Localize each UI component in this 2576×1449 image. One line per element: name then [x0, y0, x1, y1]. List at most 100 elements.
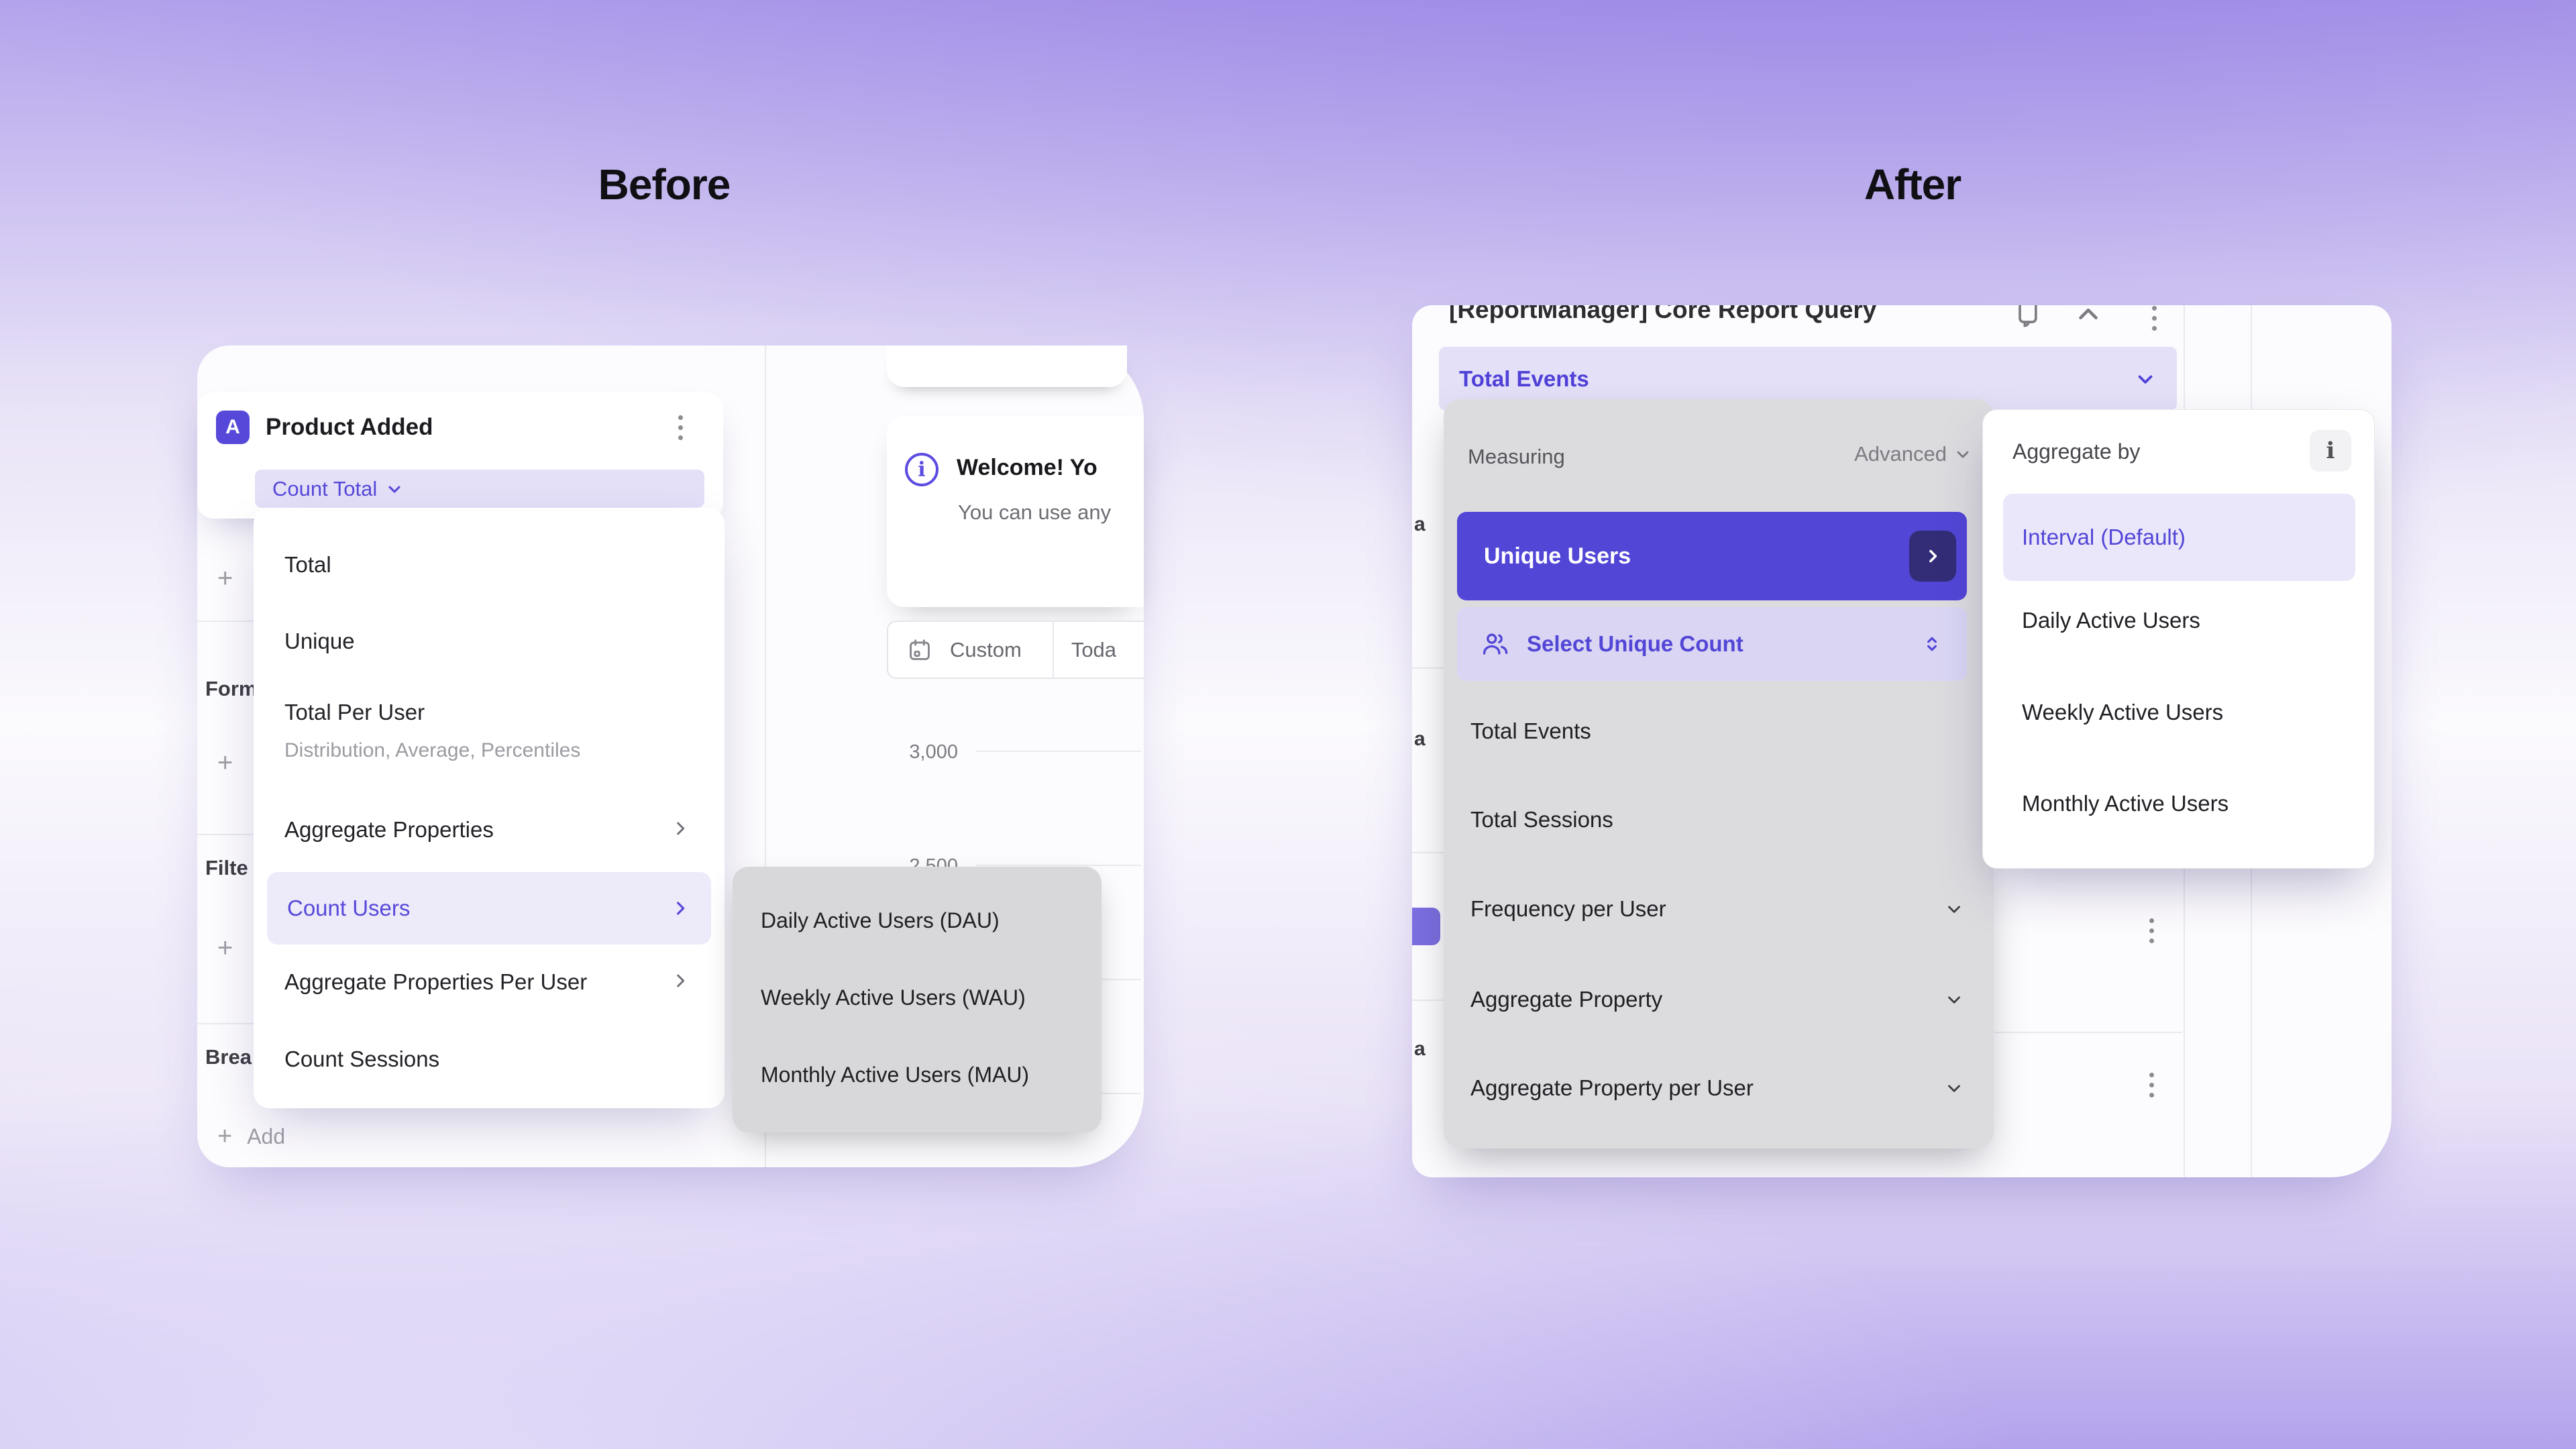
- submenu-item-mau[interactable]: Monthly Active Users (MAU): [761, 1063, 1030, 1087]
- builder-chart-divider: [765, 345, 766, 1167]
- menu-item-aggregate-properties-per-user[interactable]: Aggregate Properties Per User: [284, 969, 588, 994]
- section-divider: [197, 1023, 254, 1024]
- menu-item-label: Aggregate Property per User: [1470, 1075, 1754, 1100]
- metric-select-value: Total Events: [1459, 366, 1589, 391]
- section-divider: [197, 621, 254, 622]
- count-users-submenu: Daily Active Users (DAU) Weekly Active U…: [733, 867, 1102, 1132]
- menu-item-label: Frequency per User: [1470, 896, 1666, 921]
- welcome-subtitle: You can use any: [958, 500, 1112, 524]
- aggregate-option-interval[interactable]: Interval (Default): [2003, 494, 2355, 581]
- menu-item-count-users[interactable]: Count Users: [267, 872, 711, 945]
- row-divider: [1412, 667, 1444, 669]
- event-name: Product Added: [266, 414, 433, 440]
- measuring-item-total-events[interactable]: Total Events: [1470, 709, 1967, 753]
- event-letter-badge: A: [216, 411, 250, 444]
- row-divider: [1994, 1032, 2182, 1033]
- menu-item-count-users-label: Count Users: [287, 896, 411, 920]
- aggregate-option-dau[interactable]: Daily Active Users: [2022, 608, 2200, 633]
- metric-chip[interactable]: Count Total: [255, 470, 704, 508]
- section-divider: [197, 834, 254, 835]
- aggregate-option-wau[interactable]: Weekly Active Users: [2022, 700, 2224, 724]
- aggregate-option-mau[interactable]: Monthly Active Users: [2022, 791, 2229, 816]
- row-divider: [1412, 852, 1444, 853]
- event-kebab-menu-icon[interactable]: [667, 409, 694, 446]
- menu-item-count-sessions[interactable]: Count Sessions: [284, 1046, 440, 1071]
- date-today-option[interactable]: Toda: [1071, 637, 1117, 661]
- row-kebab-menu-icon[interactable]: [2138, 1065, 2165, 1105]
- collapse-chevron-up-icon[interactable]: [2073, 305, 2104, 329]
- selected-item-label: Unique Users: [1484, 543, 1631, 569]
- chevron-down-icon: [1944, 1078, 1964, 1098]
- chevron-right-icon: [669, 898, 691, 919]
- unique-count-label: Select Unique Count: [1527, 631, 1743, 656]
- measuring-item-total-sessions[interactable]: Total Sessions: [1470, 798, 1967, 842]
- measuring-item-aggregate-property[interactable]: Aggregate Property: [1470, 977, 1964, 1022]
- date-bar-divider: [1052, 622, 1054, 678]
- gridline: [976, 865, 1141, 866]
- people-icon: [1481, 630, 1509, 658]
- sidebar-section-breakdowns: Brea: [205, 1045, 252, 1069]
- add-filter-plus-icon[interactable]: +: [217, 933, 233, 963]
- chevron-right-icon: [669, 970, 691, 991]
- info-icon[interactable]: i: [2310, 430, 2351, 472]
- date-custom-option[interactable]: Custom: [950, 637, 1022, 661]
- menu-item-total[interactable]: Total: [284, 552, 331, 577]
- clipped-purple-button: [1412, 908, 1440, 945]
- y-axis-tick: 3,000: [909, 741, 958, 763]
- chevron-right-icon[interactable]: [1909, 531, 1956, 582]
- measuring-item-aggregate-property-per-user[interactable]: Aggregate Property per User: [1470, 1066, 1964, 1110]
- menu-item-unique[interactable]: Unique: [284, 629, 355, 653]
- chevron-down-icon: [1944, 899, 1964, 919]
- info-circle-icon: i: [905, 453, 938, 486]
- chevron-down-icon: [385, 480, 404, 498]
- sort-chevrons-icon: [1921, 633, 1943, 655]
- aggregate-by-panel: Aggregate by i Interval (Default) Daily …: [1982, 409, 2375, 869]
- event-row-letter: a: [1414, 1038, 1426, 1060]
- welcome-title: Welcome! Yo: [957, 455, 1097, 480]
- menu-item-label: Total Events: [1470, 718, 1591, 743]
- row-divider: [1412, 1000, 1444, 1001]
- measuring-mode-select[interactable]: Advanced: [1854, 442, 1972, 466]
- submenu-item-dau[interactable]: Daily Active Users (DAU): [761, 908, 1000, 932]
- after-app-screenshot: [ReportManager] Core Report Query Total …: [1412, 305, 2392, 1177]
- event-row-letter: a: [1414, 728, 1426, 750]
- measuring-item-frequency-per-user[interactable]: Frequency per User: [1470, 887, 1964, 931]
- metric-chip-label: Count Total: [272, 476, 378, 500]
- event-row-letter: a: [1414, 513, 1426, 535]
- query-title: [ReportManager] Core Report Query: [1449, 305, 1877, 323]
- measuring-panel: Measuring Advanced Unique Users Select U…: [1444, 399, 1994, 1148]
- gridline: [976, 751, 1141, 752]
- clipped-card-edge: [887, 345, 1127, 387]
- add-label: Add: [247, 1124, 286, 1148]
- chevron-down-icon: [1953, 445, 1972, 464]
- add-formula-plus-icon[interactable]: +: [217, 748, 233, 777]
- copy-icon[interactable]: [2012, 305, 2042, 332]
- event-card: A Product Added Count Total: [197, 392, 723, 519]
- date-range-bar[interactable]: Custom Toda: [887, 621, 1144, 679]
- query-kebab-menu-icon[interactable]: [2141, 305, 2167, 340]
- chevron-down-icon: [2134, 368, 2157, 390]
- sidebar-section-filters: Filte: [205, 856, 248, 879]
- before-heading: Before: [598, 160, 731, 209]
- menu-item-aggregate-properties[interactable]: Aggregate Properties: [284, 817, 494, 842]
- add-breakdown-button[interactable]: + Add: [217, 1122, 285, 1151]
- add-event-plus-icon[interactable]: +: [217, 564, 233, 593]
- menu-item-total-per-user-sublabel: Distribution, Average, Percentiles: [284, 739, 581, 761]
- menu-item-total-per-user[interactable]: Total Per User: [284, 700, 425, 724]
- welcome-banner: i Welcome! Yo You can use any: [887, 416, 1144, 607]
- menu-item-label: Total Sessions: [1470, 807, 1613, 832]
- chevron-down-icon: [1944, 989, 1964, 1010]
- menu-item-label: Aggregate Property: [1470, 987, 1663, 1012]
- calendar-icon: [907, 637, 932, 663]
- submenu-item-wau[interactable]: Weekly Active Users (WAU): [761, 985, 1026, 1010]
- measuring-mode-value: Advanced: [1854, 442, 1947, 466]
- measuring-selected-item[interactable]: Unique Users: [1457, 512, 1967, 600]
- unique-count-select[interactable]: Select Unique Count: [1457, 607, 1967, 681]
- plus-icon: +: [217, 1122, 233, 1150]
- row-kebab-menu-icon[interactable]: [2138, 910, 2165, 951]
- aggregate-selected-label: Interval (Default): [2022, 525, 2186, 549]
- chevron-right-icon: [669, 818, 691, 839]
- after-heading: After: [1864, 160, 1962, 209]
- metric-dropdown-menu: Total Unique Total Per User Distribution…: [254, 508, 724, 1108]
